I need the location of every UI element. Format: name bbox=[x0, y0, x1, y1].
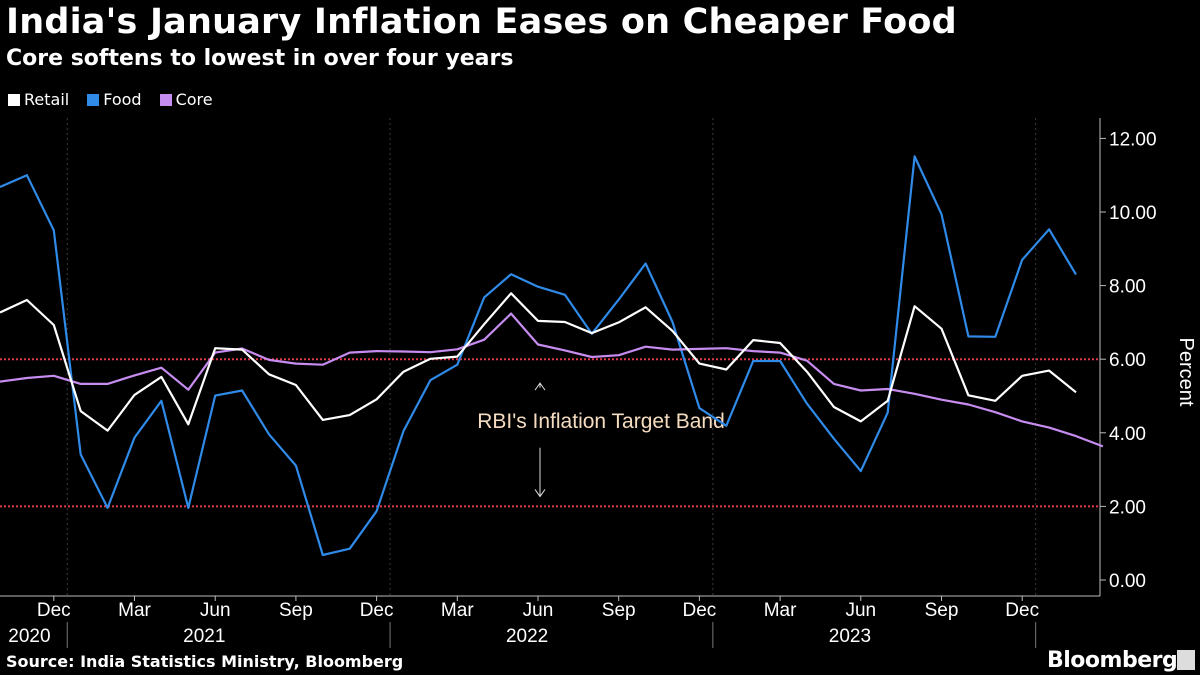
y-tick-label: 8.00 bbox=[1109, 277, 1146, 298]
arrow-down-head bbox=[534, 489, 546, 498]
x-tick-label: Jun bbox=[845, 600, 876, 621]
chart-title: India's January Inflation Eases on Cheap… bbox=[6, 2, 957, 42]
x-tick-label: Mar bbox=[764, 600, 797, 621]
legend-label-food: Food bbox=[103, 90, 142, 109]
legend-swatch-food bbox=[87, 93, 100, 106]
y-tick-label: 10.00 bbox=[1109, 203, 1157, 224]
x-year-label: 2020 bbox=[8, 626, 50, 647]
arrow-up-head bbox=[534, 382, 546, 391]
bloomberg-logo: Bloomberg bbox=[1047, 648, 1178, 673]
chart-subtitle: Core softens to lowest in over four year… bbox=[6, 46, 514, 71]
x-tick-label: Sep bbox=[925, 600, 959, 621]
legend-item-food: Food bbox=[87, 90, 142, 109]
x-year-label: 2021 bbox=[183, 626, 225, 647]
y-axis-title: Percent bbox=[1175, 338, 1197, 407]
y-tick-label: 4.00 bbox=[1109, 424, 1146, 445]
x-tick-label: Dec bbox=[360, 600, 394, 621]
x-tick-label: Dec bbox=[683, 600, 717, 621]
y-tick-label: 6.00 bbox=[1109, 350, 1146, 371]
x-year-label: 2023 bbox=[829, 626, 871, 647]
x-tick-label: Sep bbox=[279, 600, 313, 621]
x-tick-label: Mar bbox=[118, 600, 151, 621]
legend-item-core: Core bbox=[159, 90, 213, 109]
x-tick-label: Mar bbox=[441, 600, 474, 621]
legend-label-retail: Retail bbox=[24, 90, 70, 109]
x-tick-label: Dec bbox=[37, 600, 71, 621]
x-year-label: 2022 bbox=[506, 626, 548, 647]
bloomberg-logo-icon bbox=[1177, 650, 1195, 670]
x-tick-label: Dec bbox=[1005, 600, 1039, 621]
legend-swatch-retail bbox=[8, 93, 20, 106]
x-tick-label: Sep bbox=[602, 600, 636, 621]
series-line-food bbox=[0, 155, 1077, 557]
legend-item-retail: Retail bbox=[8, 90, 69, 109]
line-chart: 0.00 2.00 4.00 6.00 8.00 10.00 12.00 Percent Dec… bbox=[0, 118, 1197, 648]
y-tick-label: 12.00 bbox=[1109, 129, 1157, 150]
y-tick-label: 2.00 bbox=[1109, 497, 1146, 518]
legend-label-core: Core bbox=[175, 90, 213, 109]
x-tick-label: Jun bbox=[200, 600, 231, 621]
series-line-retail bbox=[0, 292, 1077, 432]
target-band-annotation: RBI's Inflation Target Band bbox=[477, 410, 725, 433]
series-line-core bbox=[0, 312, 1104, 448]
legend: Retail Food Core bbox=[8, 90, 213, 109]
legend-swatch-core bbox=[159, 93, 172, 106]
x-tick-label: Jun bbox=[523, 600, 554, 621]
source-note: Source: India Statistics Ministry, Bloom… bbox=[6, 652, 404, 671]
y-tick-label: 0.00 bbox=[1109, 571, 1146, 592]
